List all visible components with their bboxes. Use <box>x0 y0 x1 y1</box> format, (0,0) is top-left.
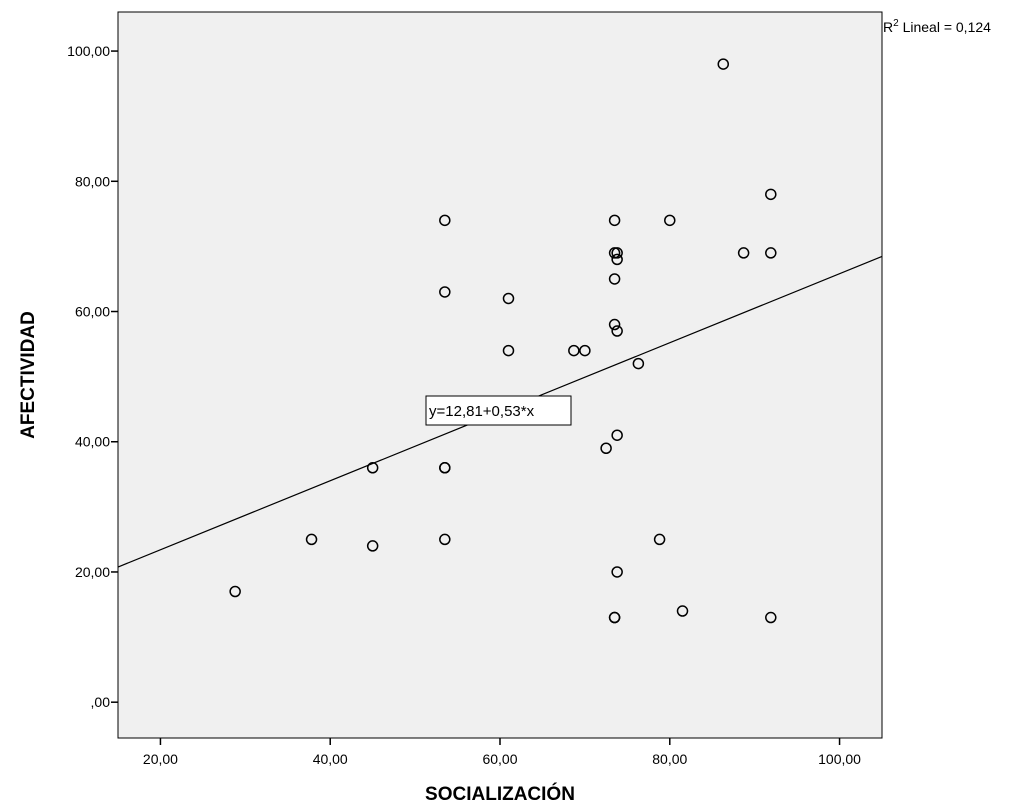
data-point <box>608 611 621 624</box>
x-tick-label: 100,00 <box>818 751 861 767</box>
data-point <box>608 273 621 285</box>
data-point <box>608 318 621 331</box>
data-point <box>632 357 645 370</box>
data-points <box>229 58 777 624</box>
x-tick-label: 20,00 <box>143 751 178 767</box>
data-point <box>305 533 318 546</box>
data-point <box>664 214 676 227</box>
plot-area <box>117 11 883 739</box>
data-point <box>366 540 379 552</box>
r2-prefix: R <box>883 19 893 35</box>
data-point <box>608 214 621 227</box>
equation-box: y=12,81+0,53*x <box>425 395 572 426</box>
x-tick-label: 60,00 <box>482 751 517 767</box>
y-tick-label: 20,00 <box>75 564 110 580</box>
data-point <box>366 462 379 474</box>
data-point <box>765 247 777 259</box>
data-point <box>653 533 666 546</box>
y-axis: ,00 20,00 40,00 60,00 80,00 100,00 <box>67 43 118 710</box>
data-point <box>611 325 623 337</box>
data-point <box>611 429 623 441</box>
data-point <box>611 247 623 259</box>
y-tick-label: 80,00 <box>75 173 110 189</box>
data-point <box>502 344 515 357</box>
equation-label: y=12,81+0,53*x <box>429 403 535 420</box>
data-point <box>765 611 777 624</box>
r2-suffix: Lineal = 0,124 <box>899 19 991 35</box>
data-point <box>439 533 451 546</box>
r-squared-label: R2 Lineal = 0,124 <box>883 18 991 35</box>
x-axis: 20,00 40,00 60,00 80,00 100,00 <box>143 738 861 767</box>
x-tick-label: 80,00 <box>652 751 687 767</box>
x-tick-label: 40,00 <box>313 751 348 767</box>
x-axis-title: SOCIALIZACIÓN <box>425 783 575 805</box>
r2-superscript: 2 <box>893 18 899 29</box>
data-point <box>611 253 623 266</box>
y-tick-label: 40,00 <box>75 434 110 450</box>
y-tick-label: 60,00 <box>75 304 110 320</box>
data-point <box>568 344 580 357</box>
data-point <box>439 214 451 227</box>
data-point <box>676 605 689 617</box>
data-point <box>439 462 451 474</box>
data-point <box>579 344 591 357</box>
y-axis-title: AFECTIVIDAD <box>18 311 39 439</box>
data-point <box>737 247 750 259</box>
y-tick-label: 100,00 <box>67 43 110 59</box>
data-point <box>229 585 241 598</box>
data-point <box>717 58 730 70</box>
y-tick-label: ,00 <box>91 694 111 710</box>
data-point <box>502 292 515 305</box>
data-point <box>611 566 623 578</box>
data-point <box>765 188 777 201</box>
data-point <box>600 442 612 455</box>
data-point <box>439 286 451 298</box>
